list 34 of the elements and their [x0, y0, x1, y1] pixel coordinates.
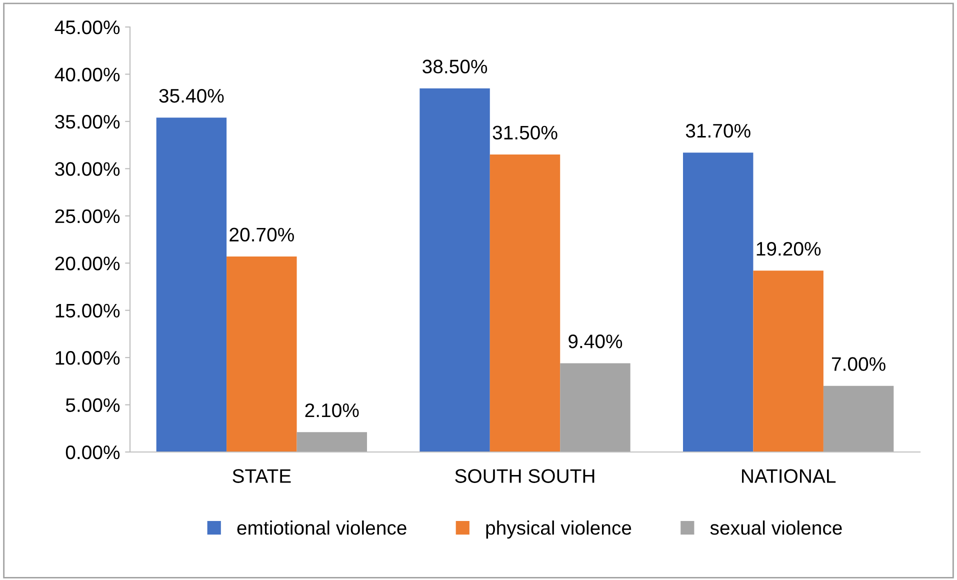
bar	[683, 152, 754, 452]
y-tick-label: 20.00%	[55, 256, 120, 270]
y-tick-label: 15.00%	[56, 304, 120, 318]
data-label: 7.00%	[832, 357, 886, 371]
data-label: 31.50%	[492, 126, 558, 140]
bar	[420, 88, 490, 452]
data-label: 35.40%	[159, 88, 224, 103]
y-tick-label: 25.00%	[55, 209, 120, 224]
y-tick-label: 0.00%	[66, 445, 120, 460]
legend-label: sexual violence	[710, 520, 842, 535]
x-tick-label: SOUTH SOUTH	[455, 469, 594, 483]
data-label: 9.40%	[568, 334, 622, 348]
bar	[226, 256, 297, 452]
y-tick-label: 30.00%	[55, 162, 120, 176]
legend-label: emtiotional violence	[237, 520, 406, 535]
bar	[560, 363, 630, 452]
bar	[490, 154, 560, 452]
data-label: 19.20%	[756, 242, 821, 256]
data-label: 2.10%	[305, 403, 359, 418]
bar	[753, 270, 824, 452]
bar	[823, 386, 894, 452]
bar	[296, 432, 367, 452]
data-label: 20.70%	[230, 228, 294, 242]
data-label: 31.70%	[686, 124, 750, 138]
x-tick-label: NATIONAL	[742, 469, 836, 483]
data-label: 38.50%	[422, 60, 488, 74]
y-tick-label: 35.00%	[55, 114, 120, 129]
legend-label: physical violence	[486, 520, 632, 539]
y-tick-label: 40.00%	[54, 68, 120, 82]
y-tick-label: 5.00%	[66, 398, 120, 412]
bar	[156, 118, 227, 452]
y-tick-label: 10.00%	[56, 351, 120, 365]
y-tick-label: 45.00%	[54, 20, 120, 34]
x-tick-label: STATE	[232, 469, 291, 483]
